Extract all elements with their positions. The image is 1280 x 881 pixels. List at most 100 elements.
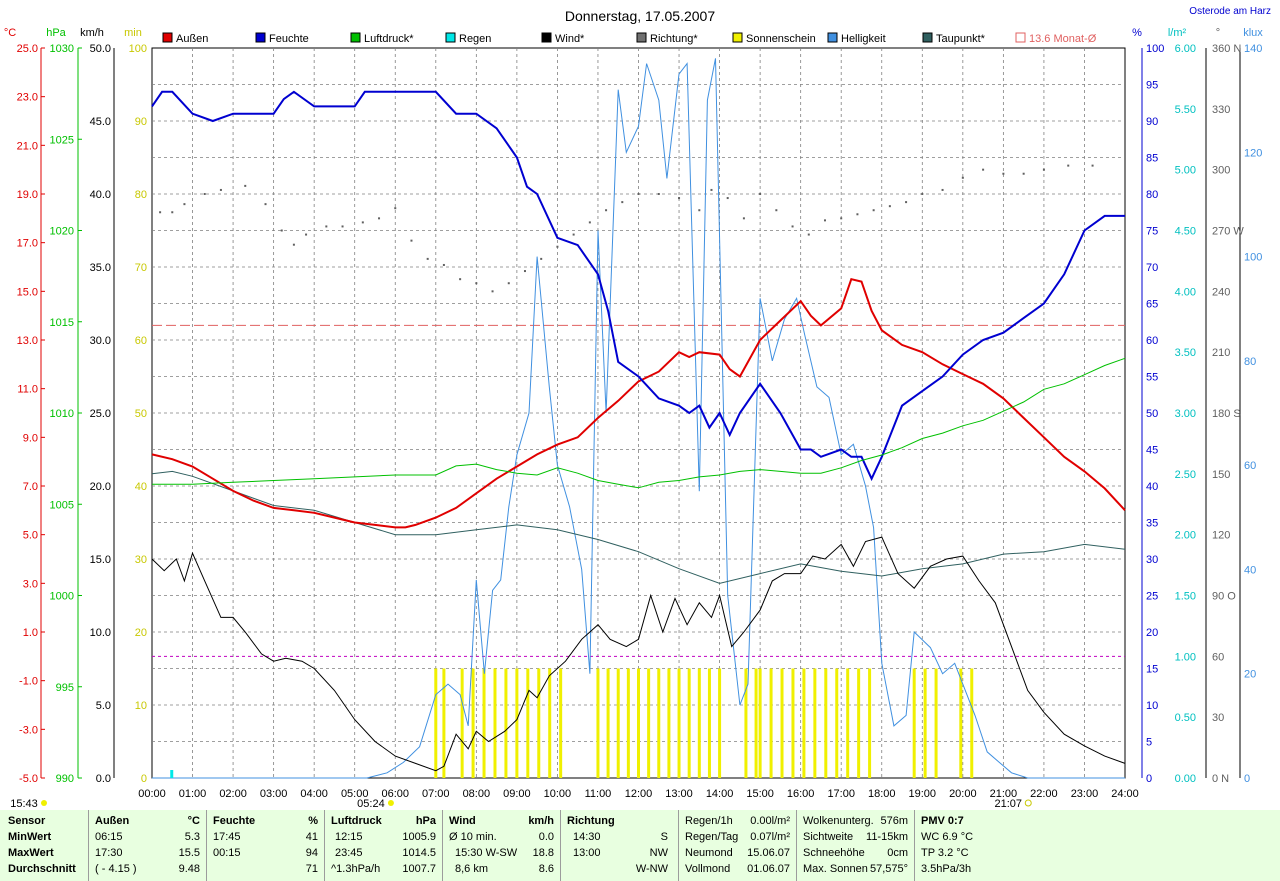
hum-tick-8: 60 [1146, 335, 1158, 347]
richtung-min-time: 14:30 [573, 831, 601, 843]
temp-tick-10: 5.0 [23, 530, 38, 542]
sunshine-bar-15 [626, 668, 630, 778]
rain-tick-12: 0.00 [1175, 773, 1196, 785]
legend-swatch-2 [350, 32, 361, 43]
richtung-dot-11 [341, 225, 344, 228]
wind-tick-6: 30.0 [90, 335, 111, 347]
sunshine-bar-16 [637, 668, 640, 778]
sunshine-bar-20 [677, 668, 681, 778]
sunshine-bar-6 [504, 668, 508, 778]
schneehoehe-label: Schneehöhe [803, 847, 865, 859]
temp-tick-14: -3.0 [19, 724, 38, 736]
aussen-header: Außen [95, 815, 130, 827]
richtung-dot-38 [791, 225, 794, 228]
richtung-dot-7 [280, 229, 283, 232]
min-tick-5: 50 [135, 408, 147, 420]
aussen-unit: °C [187, 815, 200, 827]
wind-avg-value: 8.6 [538, 863, 554, 875]
sunset-time: 21:07 [994, 798, 1022, 810]
richtung-dot-35 [742, 217, 745, 220]
wind-distance: 8,6 km [455, 863, 489, 875]
legend-label-1: Feuchte [269, 33, 309, 45]
legend-swatch-0 [162, 32, 173, 43]
time-tick-15: 15:00 [746, 788, 774, 800]
sunset-icon [1024, 799, 1032, 807]
wind-tick-8: 40.0 [90, 189, 111, 201]
min-tick-3: 70 [135, 262, 147, 274]
hum-tick-0: 100 [1146, 43, 1164, 55]
hum-tick-13: 35 [1146, 518, 1158, 530]
richtung-dot-2 [183, 203, 186, 206]
time-tick-18: 18:00 [868, 788, 896, 800]
lux-tick-6: 20 [1244, 669, 1256, 681]
luftdruck-header: Luftdruck [331, 815, 382, 827]
hum-tick-7: 65 [1146, 299, 1158, 311]
sensor-header: Sensor [8, 815, 46, 827]
legend-label-8: Taupunkt* [936, 33, 986, 45]
richtung-dot-50 [1002, 172, 1005, 175]
sunshine-bar-34 [835, 668, 839, 778]
richtung-dot-51 [1022, 172, 1025, 175]
time-tick-4: 04:00 [300, 788, 328, 800]
wolkenunterg-label: Wolkenunterg. [803, 815, 874, 827]
richtung-dot-25 [572, 233, 575, 236]
location-label: Osterode am Harz [1189, 6, 1271, 17]
max-sonnen-value: 57,575° [869, 863, 908, 875]
hum-tick-14: 30 [1146, 554, 1158, 566]
hum-tick-9: 55 [1146, 372, 1158, 384]
wind-tick-7: 35.0 [90, 262, 111, 274]
series-line-0 [151, 278, 1126, 529]
legend-label-4: Wind* [555, 33, 585, 45]
temp-tick-3: 19.0 [17, 189, 38, 201]
time-tick-8: 08:00 [463, 788, 491, 800]
sunshine-bar-38 [912, 668, 916, 778]
luftdruck-min-time: 12:15 [335, 831, 363, 843]
richtung-dot-10 [325, 225, 328, 228]
wolkenunterg-value: 576m [880, 815, 908, 827]
temp-tick-12: 1.0 [23, 627, 38, 639]
windchill-value: WC 6.9 °C [921, 831, 974, 843]
rain-tick-6: 3.00 [1175, 408, 1196, 420]
rain-tick-3: 4.50 [1175, 226, 1196, 238]
aussen-avg-value: 9.48 [178, 863, 200, 875]
sunshine-bar-9 [537, 668, 541, 778]
lux-tick-0: 140 [1244, 43, 1262, 55]
wind-avg10-label: Ø 10 min. [449, 831, 497, 843]
row-label-avg: Durchschnitt [8, 863, 76, 875]
wind-tick-2: 10.0 [90, 627, 111, 639]
sunshine-bar-0 [434, 668, 438, 778]
sunshine-bar-31 [802, 668, 806, 778]
temp-tick-1: 23.0 [17, 92, 38, 104]
chart-lines [151, 58, 1126, 779]
aussen-max-time: 17:30 [95, 847, 123, 859]
sunshine-bars [434, 668, 974, 778]
pmv-column: PMV 0:7 WC 6.9 °C TP 3.2 °C 3.5hPa/3h [914, 810, 1280, 881]
legend-swatch-6 [732, 32, 743, 43]
wind-tick-4: 20.0 [90, 481, 111, 493]
richtung-dot-15 [410, 239, 413, 242]
sunshine-bar-14 [616, 668, 620, 778]
sunshine-bar-7 [515, 668, 519, 778]
hpa-tick-0: 1030 [50, 43, 74, 55]
feuchte-column: Feuchte% 17:45 41 00:15 94 71 [206, 810, 324, 881]
wind-max-value: 18.8 [532, 847, 554, 859]
time-tick-24: 24:00 [1111, 788, 1139, 800]
legend-label-5: Richtung* [650, 33, 698, 45]
sunshine-bar-36 [857, 668, 861, 778]
richtung-dot-33 [710, 188, 713, 191]
sunrise-time: 05:24 [357, 798, 385, 810]
sunshine-bar-11 [559, 668, 563, 778]
hum-tick-12: 40 [1146, 481, 1158, 493]
hum-tick-3: 85 [1146, 153, 1158, 165]
neumond-value: 15.06.07 [747, 847, 790, 859]
vollmond-value: 01.06.07 [747, 863, 790, 875]
hpa-tick-8: 990 [56, 773, 74, 785]
hum-tick-17: 15 [1146, 664, 1158, 676]
dir-tick-10: 60 [1212, 651, 1224, 663]
min-tick-8: 20 [135, 627, 147, 639]
richtung-dot-40 [823, 219, 826, 222]
regen-1h-label: Regen/1h [685, 815, 733, 827]
feuchte-unit: % [308, 815, 318, 827]
sunrise-icon [387, 800, 394, 806]
sunshine-bar-4 [482, 668, 486, 778]
